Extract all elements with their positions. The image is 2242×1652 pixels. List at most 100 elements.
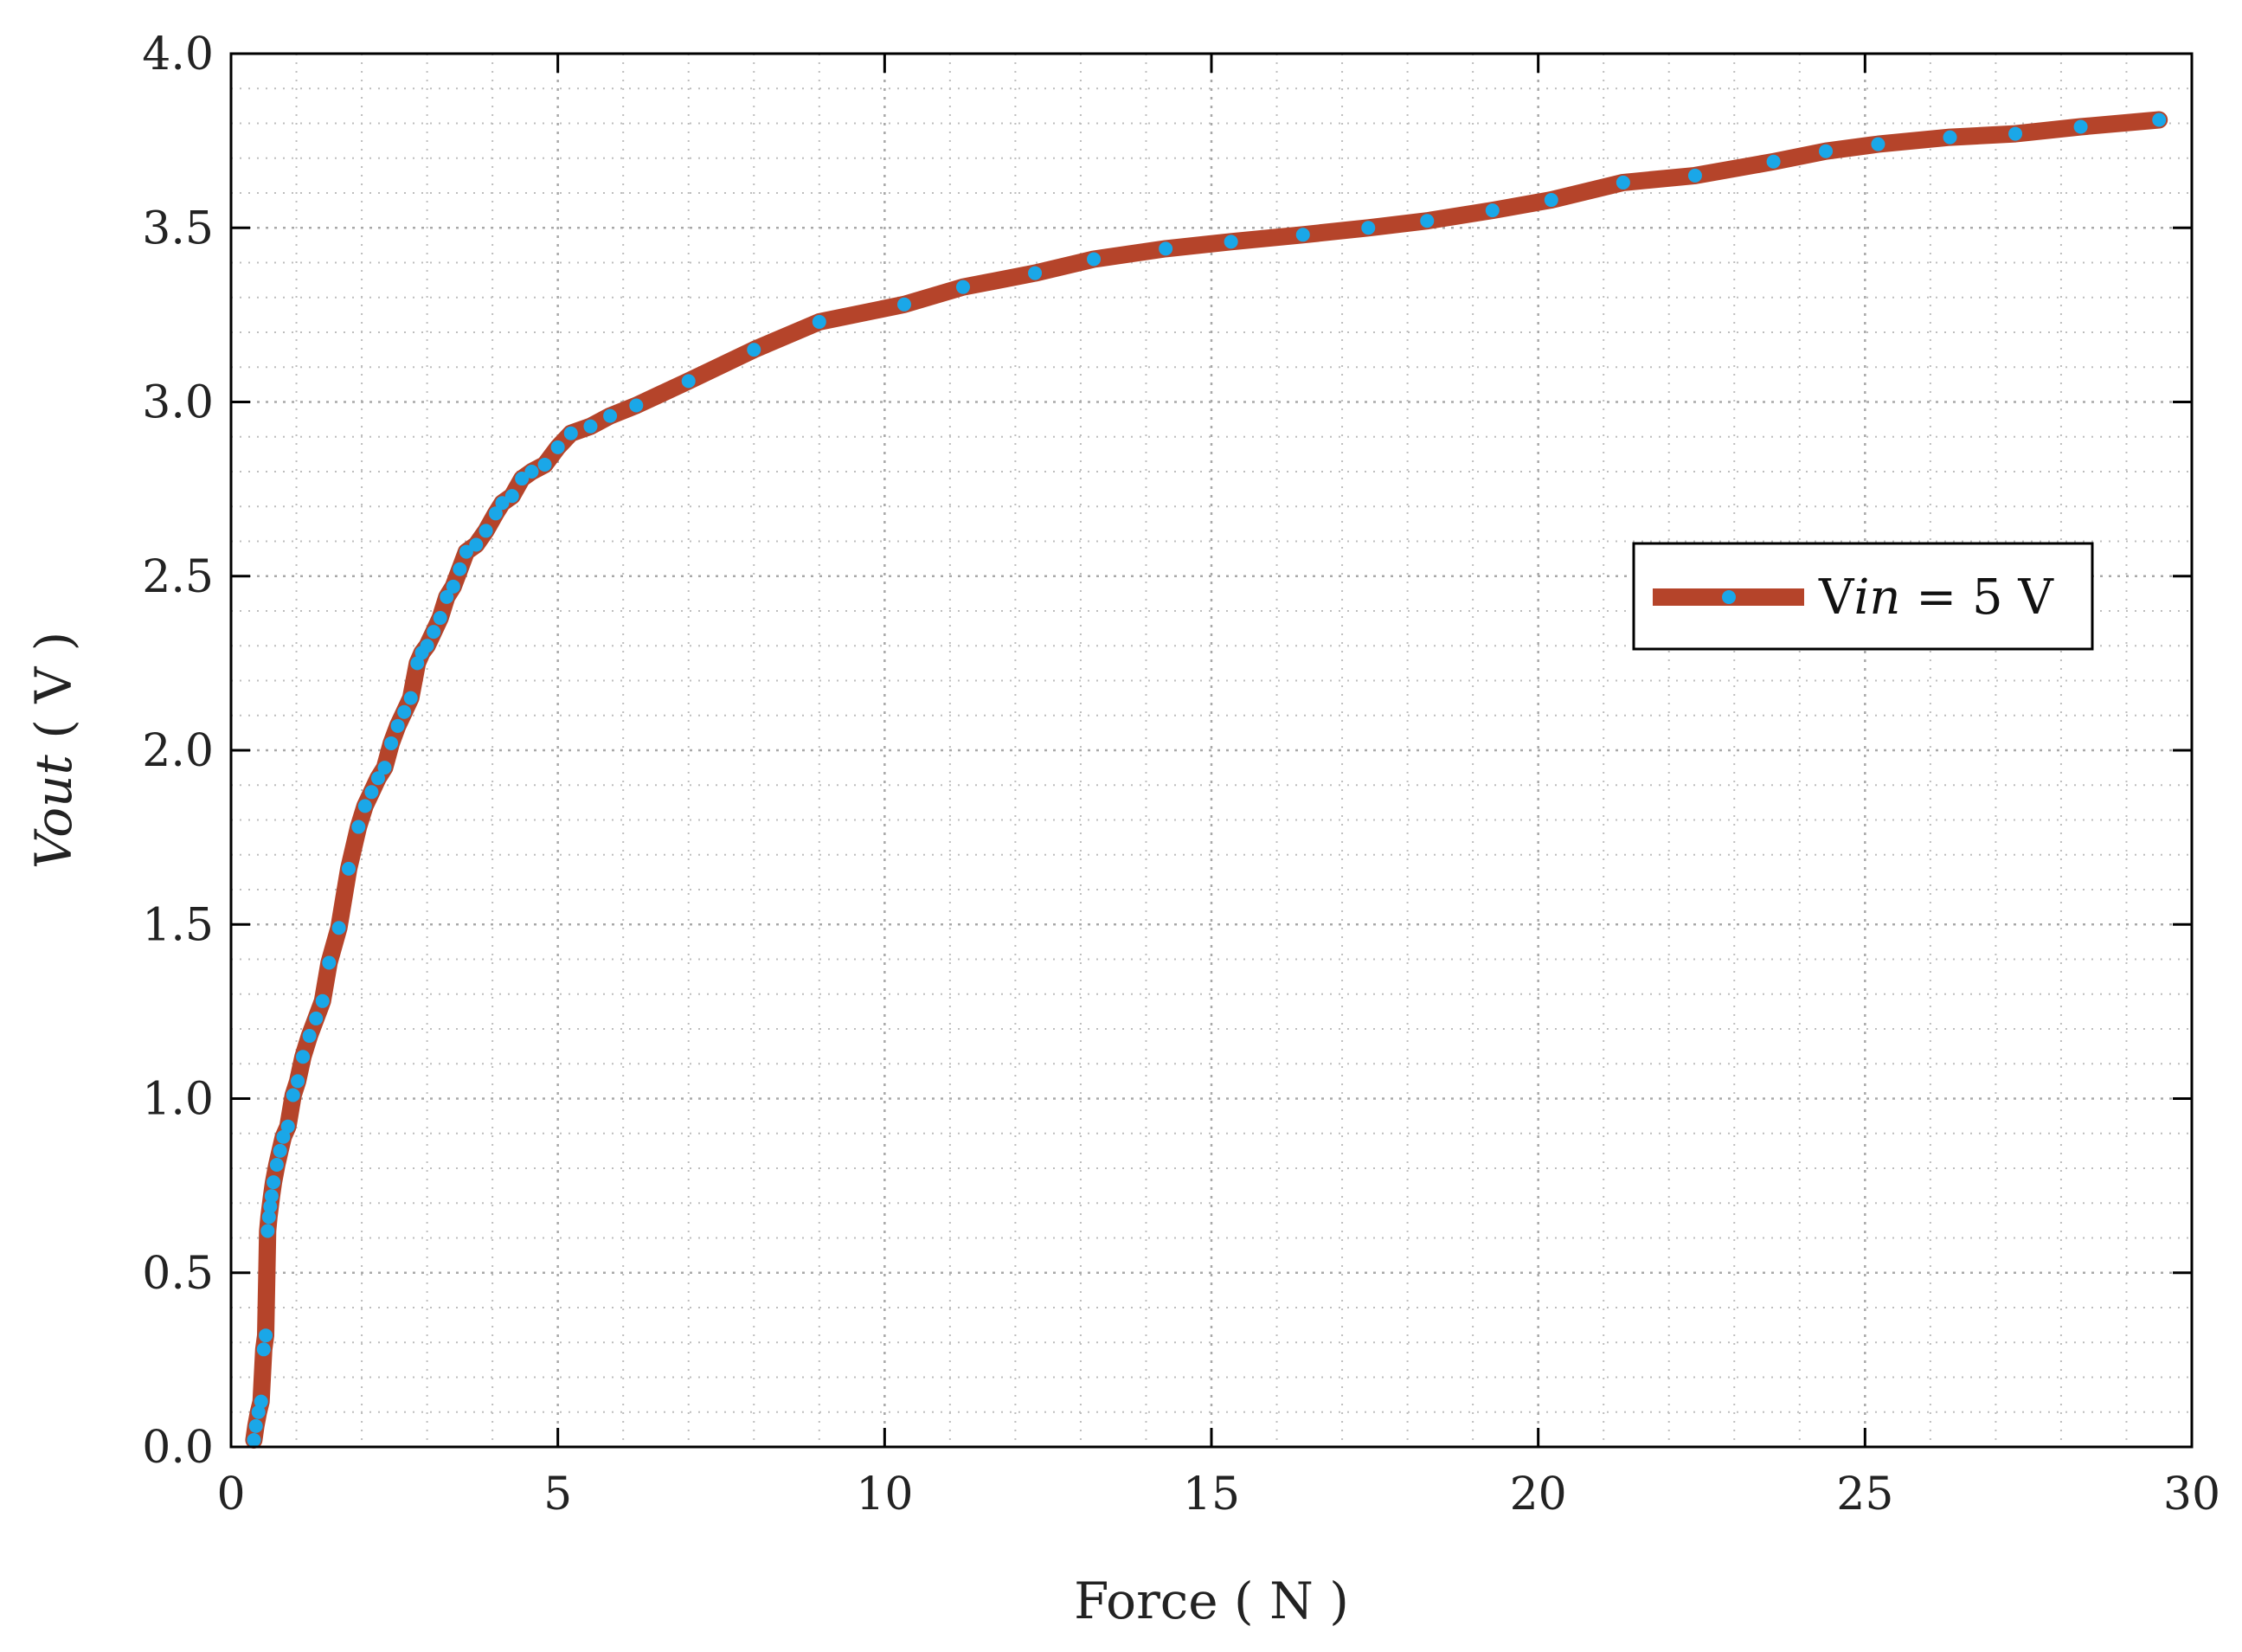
data-point [1687,168,1702,183]
data-point [583,419,598,434]
y-tick-label: 0.0 [142,1422,214,1474]
y-tick-label: 3.0 [142,377,214,429]
data-point [410,656,425,671]
data-point [453,562,467,576]
y-tick-label: 2.5 [142,551,214,603]
data-point [603,408,618,423]
data-point [563,426,578,440]
data-point [469,537,484,552]
legend-marker-sample [1722,590,1736,604]
legend-label: Vin = 5 V [1818,569,2054,626]
data-point [433,611,447,626]
data-point [459,544,473,559]
y-tick-label: 1.5 [142,899,214,951]
x-tick-label: 15 [1183,1469,1240,1520]
y-axis-label: Vout ( V ) [24,632,83,870]
data-point [331,921,346,935]
data-point [269,1157,284,1172]
data-point [280,1119,295,1134]
axes [229,52,2194,1449]
data-point [446,579,460,594]
data-point [1943,130,1957,145]
data-point [384,736,399,750]
data-point [364,785,379,800]
data-point [377,761,392,775]
data-point [1420,214,1435,228]
tick-labels: 0 5 10 15 20 25 30 0.0 0.5 1.0 1.5 2.0 2.5 3.0 3.5 4.0 [142,29,2220,1520]
x-tick-label: 0 [216,1469,245,1520]
x-axis-label: Force ( N ) [1074,1572,1349,1630]
data-point [427,625,441,640]
y-axis-label-sub: out [24,754,83,837]
data-point [267,1175,281,1190]
data-point [1871,137,1885,151]
legend-label-rest: = 5 V [1900,569,2054,626]
x-tick-label: 10 [856,1469,913,1520]
data-point [681,374,696,389]
data-point [291,1074,305,1089]
data-point [1028,266,1043,280]
y-tick-label: 1.0 [142,1074,214,1126]
data-point [259,1328,273,1343]
data-point [1766,154,1781,169]
data-point [812,314,826,329]
data-point [1361,221,1376,235]
data-point [495,496,510,511]
y-tick-label: 2.0 [142,725,214,777]
data-point [397,704,412,719]
y-axis-label-unit: ( V ) [24,632,83,755]
data-point [955,280,970,294]
data-point [1295,228,1310,242]
minor-grid [231,54,2192,1447]
data-point [264,1189,279,1204]
data-point [309,1011,324,1025]
data-point [747,343,761,357]
data-point [254,1394,268,1409]
y-tick-label: 4.0 [142,29,214,80]
data-point [524,465,539,479]
legend-label-sub: in [1853,569,1900,626]
data-point [1224,235,1238,249]
data-point [420,639,434,653]
data-point [247,1432,261,1447]
data-point [390,718,405,733]
y-tick-label: 0.5 [142,1248,214,1300]
data-point [302,1029,317,1044]
data-point [341,861,356,876]
data-point [248,1418,263,1433]
data-point [1485,203,1500,218]
x-tick-label: 30 [2163,1469,2220,1520]
data-point [322,955,337,970]
data-point [256,1342,271,1357]
data-point [357,799,372,813]
data-point [537,457,552,472]
data-point [2073,119,2088,134]
data-point [1544,193,1558,208]
data-point [1819,144,1834,158]
data-point [550,440,565,454]
data-point [629,398,644,413]
data-point [1616,175,1630,190]
data-point [479,524,493,538]
data-point [370,771,385,786]
data-point [2152,112,2167,127]
data-point [286,1088,300,1102]
data-point [440,589,454,604]
data-point [263,1199,278,1214]
data-point [896,297,911,312]
data-point [351,820,366,834]
data-point [251,1405,266,1419]
y-tick-label: 3.5 [142,202,214,254]
data-point [261,1210,276,1225]
data-point [2008,126,2023,141]
data-point [1087,252,1102,267]
data-point [296,1050,311,1064]
data-point [403,691,418,705]
x-tick-label: 5 [543,1469,572,1520]
legend-label-main: V [1818,569,1855,626]
data-point [273,1143,287,1158]
data-point [504,489,519,504]
data-point [488,506,503,521]
data-point [315,993,330,1008]
